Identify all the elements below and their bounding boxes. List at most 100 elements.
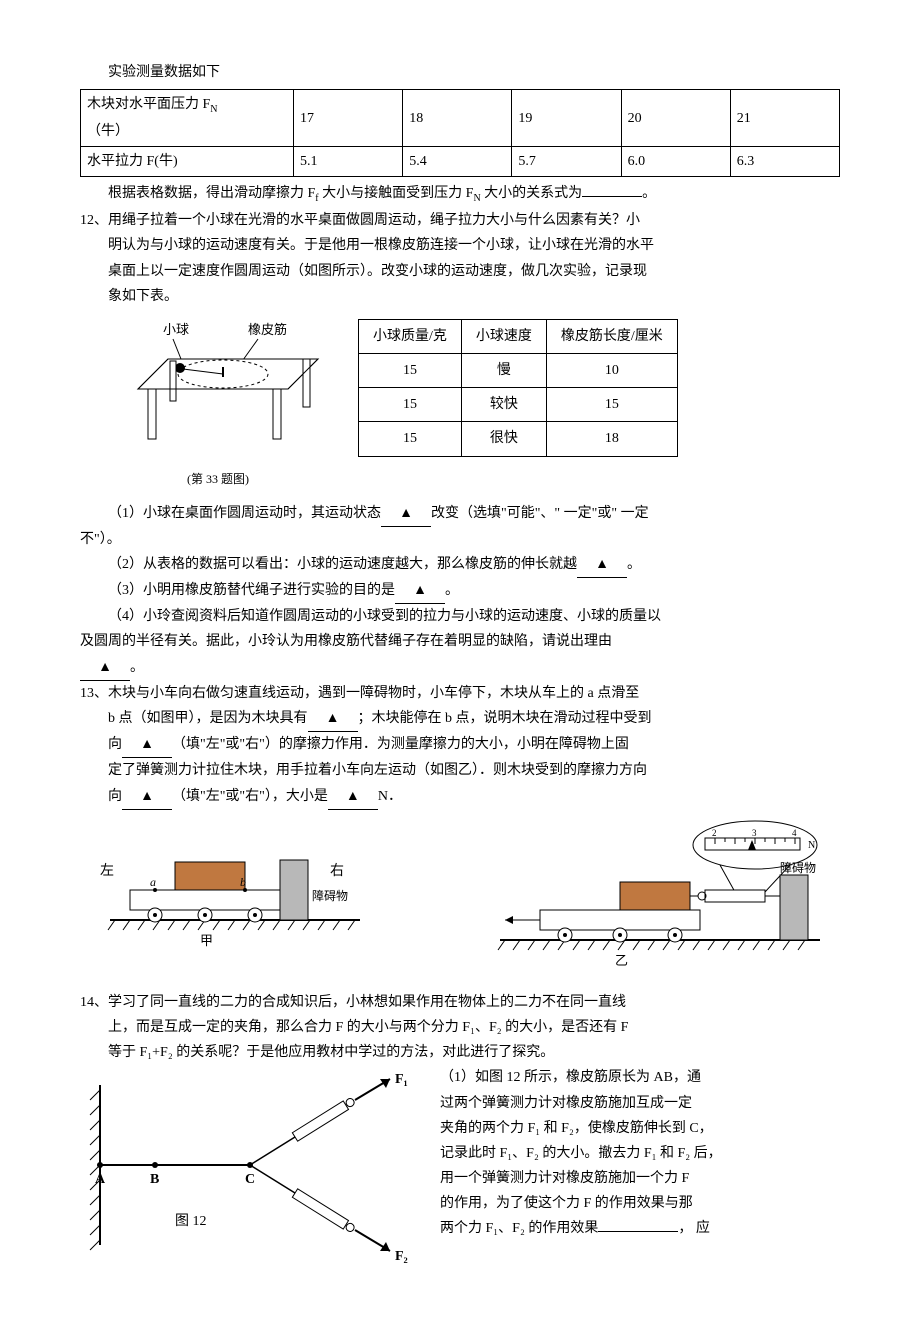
line: 桌面上以一定速度作圆周运动（如图所示）。改变小球的运动速度，做几次实验，记录现 [80, 259, 840, 284]
q12-p4a: （4）小玲查阅资料后知道作圆周运动的小球受到的拉力与小球的运动速度、小球的质量以 [80, 604, 840, 629]
text: （1）小球在桌面作圆周运动时，其运动状态 [108, 506, 381, 521]
table-cell: 6.0 [621, 147, 730, 177]
line: 两个力 F₁、F₂ 的作用效果， 应 [440, 1216, 840, 1241]
table-cell: 15 [359, 354, 462, 388]
fill-blank[interactable]: ▲ [328, 784, 378, 810]
line: 用一个弹簧测力计对橡皮筋施加一个力 F [440, 1166, 840, 1191]
line: （1）如图 12 所示，橡皮筋原长为 AB，通 [440, 1065, 840, 1090]
svg-text:F₂: F₂ [395, 1249, 408, 1264]
q13-l2: b 点（如图甲），是因为木块具有▲；木块能停在 b 点，说明木块在滑动过程中受到 [80, 706, 840, 732]
table-row: 15 较快 15 [359, 388, 678, 422]
intro-line: 实验测量数据如下 [80, 60, 840, 85]
table-row: 水平拉力 F(牛) 5.1 5.4 5.7 6.0 6.3 [81, 147, 840, 177]
q12-p4c: ▲。 [80, 655, 840, 681]
svg-text:甲: 甲 [200, 933, 213, 948]
table-cell: 19 [512, 90, 621, 147]
text: 向 [108, 789, 122, 804]
text: 大小的关系式为 [481, 186, 583, 201]
line: 象如下表。 [80, 284, 840, 309]
fill-blank[interactable]: ▲ [395, 578, 445, 604]
fill-blank[interactable] [582, 196, 642, 197]
table-cell: 17 [294, 90, 403, 147]
q13-l5: 向▲（填"左"或"右"），大小是▲N． [80, 784, 840, 810]
svg-text:左: 左 [100, 863, 114, 879]
text: N． [378, 789, 402, 804]
text: 。 [627, 557, 641, 572]
svg-text:N: N [808, 840, 815, 851]
table-cell: 5.4 [403, 147, 512, 177]
svg-text:C: C [245, 1172, 255, 1187]
fill-blank[interactable]: ▲ [381, 501, 431, 527]
text: ， 应 [678, 1221, 710, 1236]
fill-blank[interactable]: ▲ [308, 706, 358, 732]
q13-l4: 定了弹簧测力计拉住木块，用手拉着小车向左运动（如图乙）．则木块受到的摩擦力方向 [80, 758, 840, 783]
label-unit: （牛） [87, 124, 129, 139]
svg-text:图 12: 图 12 [175, 1214, 207, 1229]
table-cell: 5.1 [294, 147, 403, 177]
fill-blank[interactable]: ▲ [122, 732, 172, 758]
table-header: 橡皮筋长度/厘米 [546, 319, 677, 353]
svg-text:右: 右 [330, 863, 344, 879]
table-cell: 较快 [461, 388, 546, 422]
table-cell: 20 [621, 90, 730, 147]
fill-blank[interactable]: ▲ [122, 784, 172, 810]
text: （2）从表格的数据可以看出：小球的运动速度越大，那么橡皮筋的伸长就越 [108, 557, 577, 572]
table-cell: 15 [359, 388, 462, 422]
table-cell: 15 [546, 388, 677, 422]
q12-p2: （2）从表格的数据可以看出：小球的运动速度越大，那么橡皮筋的伸长就越▲。 [80, 552, 840, 578]
svg-text:A: A [95, 1172, 106, 1187]
table-cell: 18 [403, 90, 512, 147]
table-cell: 10 [546, 354, 677, 388]
q14-figure-row: A B C F₁ F₂ 图 12 [80, 1065, 840, 1265]
text: （填"左"或"右"），大小是 [172, 789, 328, 804]
q12-stem: 12、用绳子拉着一个小球在光滑的水平桌面做圆周运动，绳子拉力大小与什么因素有关？… [80, 208, 840, 309]
table-cell: 18 [546, 422, 677, 456]
table-cell: 21 [730, 90, 839, 147]
ball-label: 小球 [163, 322, 189, 337]
subscript: N [210, 104, 217, 115]
q12-data-table: 小球质量/克 小球速度 橡皮筋长度/厘米 15 慢 10 15 较快 15 15… [358, 319, 678, 457]
text: 。 [130, 660, 144, 675]
svg-text:3: 3 [752, 828, 757, 838]
q12-p1: （1）小球在桌面作圆周运动时，其运动状态▲改变（选填"可能"、" 一定"或" 一… [80, 501, 840, 527]
q13-figure-jia: 左 右 a b 障碍物 甲 [80, 820, 400, 950]
text: 向 [108, 737, 122, 752]
svg-text:b: b [240, 875, 246, 889]
line: 明认为与小球的运动速度有关。于是他用一根橡皮筋连接一个小球，让小球在光滑的水平 [80, 233, 840, 258]
svg-text:2: 2 [712, 828, 717, 838]
table-cell: 15 [359, 422, 462, 456]
svg-text:障碍物: 障碍物 [312, 888, 348, 903]
text: ；木块能停在 b 点，说明木块在滑动过程中受到 [358, 711, 652, 726]
q13-figures: 左 右 a b 障碍物 甲 2 3 4 N [80, 820, 840, 980]
label-text: 木块对水平面压力 F [87, 97, 210, 112]
q12-p1b: 不"）。 [80, 527, 840, 552]
svg-text:障碍物: 障碍物 [780, 860, 816, 875]
table-header: 小球质量/克 [359, 319, 462, 353]
q12-p3: （3）小明用橡皮筋替代绳子进行实验的目的是▲。 [80, 578, 840, 604]
q12-figure-row: 小球 橡皮筋 (第 33 题图) 小球质量/克 小球速度 橡 [80, 319, 840, 491]
table-cell: 慢 [461, 354, 546, 388]
text: 改变（选填"可能"、" 一定"或" 一定 [431, 506, 649, 521]
subscript: N [473, 193, 480, 204]
fill-blank[interactable] [598, 1231, 678, 1232]
table-row: 小球质量/克 小球速度 橡皮筋长度/厘米 [359, 319, 678, 353]
table1-conclusion: 根据表格数据，得出滑动摩擦力 Ff 大小与接触面受到压力 FN 大小的关系式为。 [80, 181, 840, 208]
line: 夹角的两个力 F₁ 和 F₂，使橡皮筋伸长到 C， [440, 1116, 840, 1141]
line: 过两个弹簧测力计对橡皮筋施加互成一定 [440, 1091, 840, 1116]
q14-l2: 上，而是互成一定的夹角，那么合力 F 的大小与两个分力 F₁、F₂ 的大小，是否… [80, 1015, 840, 1040]
text: 。 [445, 583, 459, 598]
table-cell: 6.3 [730, 147, 839, 177]
text: b 点（如图甲），是因为木块具有 [108, 711, 308, 726]
table-row: 15 很快 18 [359, 422, 678, 456]
text: （填"左"或"右"）的摩擦力作用．为测量摩擦力的大小，小明在障碍物上固 [172, 737, 629, 752]
line: 记录此时 F₁、F₂ 的大小。撤去力 F₁ 和 F₂ 后， [440, 1141, 840, 1166]
q14-l3: 等于 F₁+F₂ 的关系呢？于是他应用教材中学过的方法，对此进行了探究。 [80, 1040, 840, 1065]
q14-figure: A B C F₁ F₂ 图 12 [80, 1065, 420, 1265]
svg-text:4: 4 [792, 828, 797, 838]
table-cell: 水平拉力 F(牛) [81, 147, 294, 177]
band-label: 橡皮筋 [248, 322, 287, 337]
q12-table-figure: 小球 橡皮筋 (第 33 题图) [108, 319, 328, 491]
fill-blank[interactable]: ▲ [80, 655, 130, 681]
fill-blank[interactable]: ▲ [577, 552, 627, 578]
svg-text:a: a [150, 875, 156, 889]
